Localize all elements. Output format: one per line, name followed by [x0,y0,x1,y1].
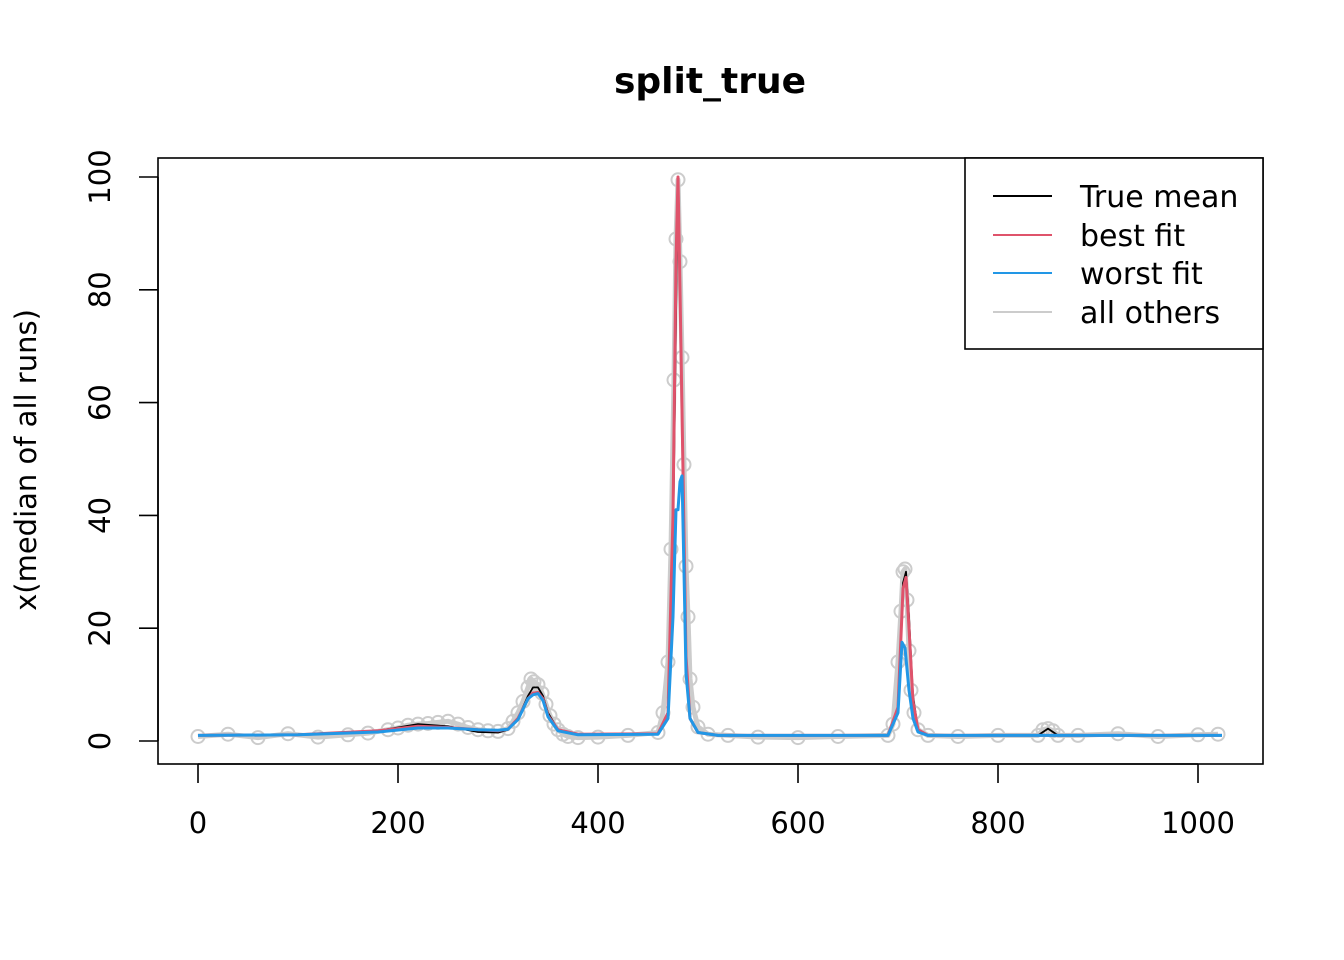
y-tick-label: 20 [83,610,117,647]
x-axis: 0 200 400 600 800 1000 [189,763,1235,840]
y-axis-label: x(median of all runs) [9,309,43,611]
x-tick-label: 0 [189,806,207,840]
series-line-worst-fit [197,474,1222,737]
y-tick-label: 60 [83,384,117,421]
y-tick-label: 40 [83,497,117,534]
series-lines [197,175,1222,741]
legend-label-all-others: all others [1080,296,1220,331]
legend-box [964,157,1264,350]
legend-label-worst-fit: worst fit [1080,257,1203,292]
data-point [505,713,521,729]
chart-title: split_true [614,61,806,102]
y-tick-label: 0 [83,732,117,750]
x-tick-label: 600 [770,806,825,840]
legend-label-best-fit: best fit [1080,219,1185,254]
x-tick-label: 400 [570,806,625,840]
x-tick-label: 1000 [1161,806,1235,840]
y-axis: 0 20 40 60 80 100 [83,149,159,750]
y-tick-label: 80 [83,271,117,308]
x-tick-label: 800 [970,806,1025,840]
legend-label-true-mean: True mean [1079,180,1238,215]
x-tick-label: 200 [370,806,425,840]
y-tick-label: 100 [83,149,117,204]
